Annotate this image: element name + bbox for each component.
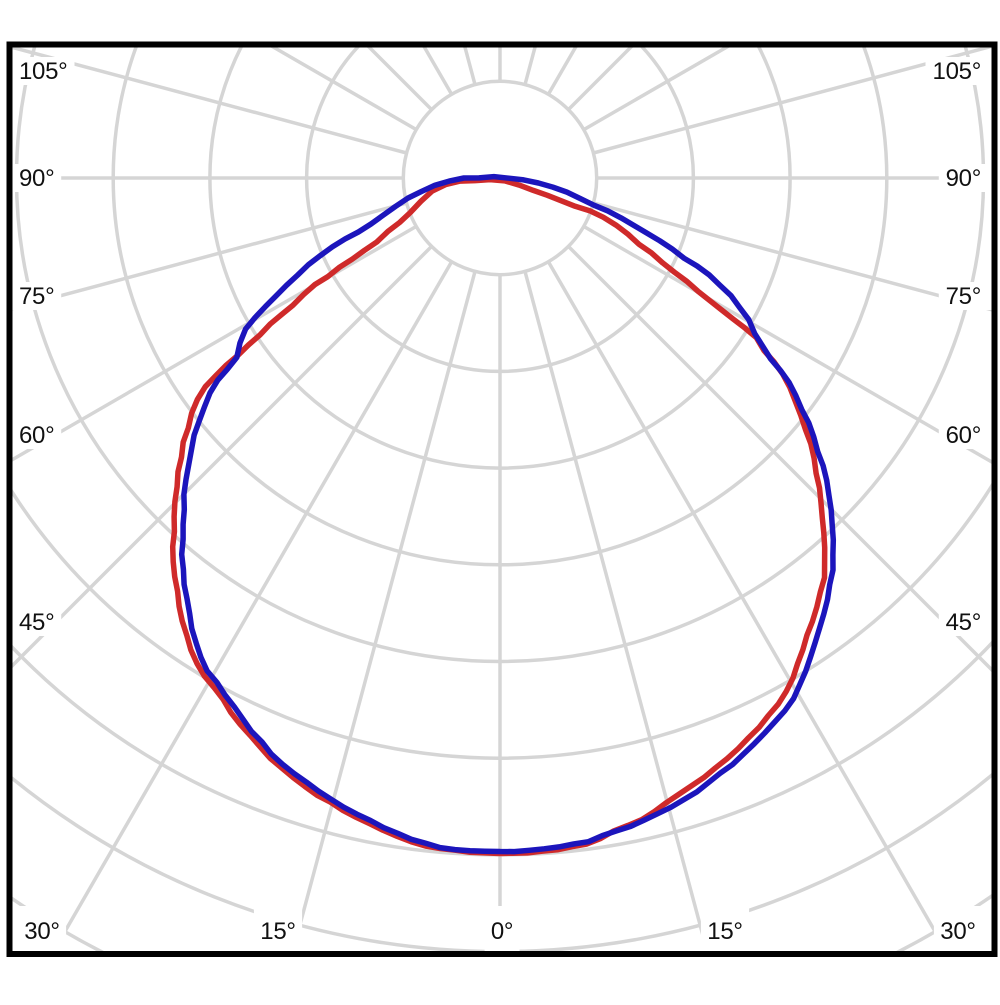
svg-text:15°: 15° <box>707 918 742 945</box>
svg-text:60°: 60° <box>19 422 54 449</box>
svg-text:30°: 30° <box>940 918 975 945</box>
svg-text:15°: 15° <box>260 918 295 945</box>
svg-text:75°: 75° <box>946 283 981 310</box>
svg-text:60°: 60° <box>946 422 981 449</box>
svg-text:105°: 105° <box>933 58 981 85</box>
svg-text:105°: 105° <box>19 58 67 85</box>
svg-text:45°: 45° <box>946 609 981 636</box>
svg-text:0°: 0° <box>491 918 513 945</box>
svg-text:75°: 75° <box>19 283 54 310</box>
svg-text:90°: 90° <box>946 165 981 192</box>
svg-text:30°: 30° <box>24 918 59 945</box>
svg-text:90°: 90° <box>19 165 54 192</box>
svg-text:45°: 45° <box>19 609 54 636</box>
